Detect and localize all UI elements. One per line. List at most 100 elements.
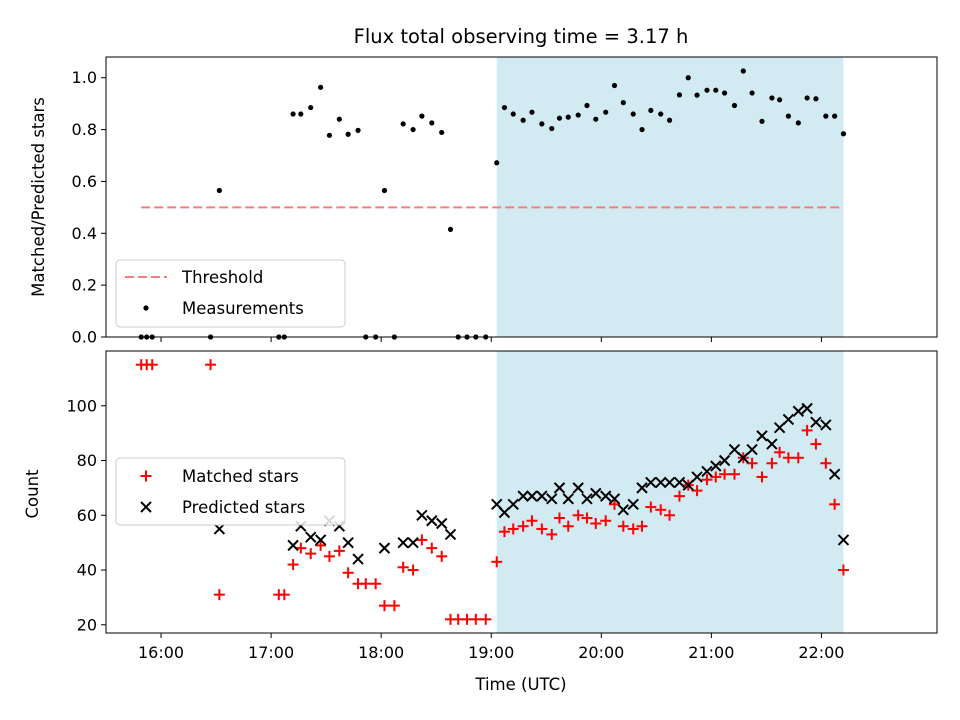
matched-star-marker — [645, 501, 657, 513]
matched-star-marker — [617, 520, 629, 532]
measurement-point — [298, 111, 304, 117]
measurement-point — [429, 120, 435, 126]
predicted-star-marker — [682, 479, 694, 491]
top-legend-frame — [115, 259, 346, 328]
x-tick-label: 18:00 — [358, 643, 404, 662]
predicted-star-marker — [507, 498, 519, 511]
predicted-star-marker — [444, 528, 457, 541]
matched-star-marker — [756, 471, 768, 483]
measurement-point — [494, 160, 500, 166]
top-y-tick-label: 1.0 — [72, 68, 97, 87]
bottom-axes-frame — [105, 350, 938, 634]
matched-star-marker — [305, 548, 317, 560]
predicted-star-marker — [407, 536, 419, 549]
measurement-point — [549, 125, 555, 132]
matched-star-marker — [397, 561, 409, 573]
predicted-star-marker — [378, 542, 391, 554]
measurement-point — [520, 117, 526, 123]
predicted-star-marker — [287, 539, 299, 552]
measurement-point — [840, 131, 847, 137]
measurement-point — [740, 68, 746, 74]
matched-star-marker — [774, 446, 786, 458]
predicted-star-marker — [737, 452, 749, 464]
measurement-point — [584, 102, 590, 109]
predicted-star-marker — [498, 506, 511, 519]
matched-star-marker — [546, 528, 558, 540]
measurement-point — [713, 87, 719, 93]
matched-star-marker — [315, 539, 327, 551]
matched-star-marker — [782, 452, 794, 464]
x-tick-label: 16:00 — [138, 643, 184, 662]
bottom-legend-frame — [115, 457, 346, 526]
matched-star-marker — [600, 515, 612, 527]
measurement-point — [769, 95, 775, 101]
matched-star-marker — [388, 600, 400, 612]
matched-star-marker — [333, 545, 345, 557]
x-axis-label: Time (UTC) — [474, 675, 566, 694]
x-tick-label: 21:00 — [688, 643, 734, 662]
matched-star-marker — [553, 512, 565, 524]
threshold-legend-label: Threshold — [181, 268, 263, 287]
matched-star-marker — [426, 542, 438, 554]
matched-star-marker — [517, 520, 529, 532]
predicted-star-marker — [701, 465, 713, 478]
predicted-star-marker — [617, 504, 630, 516]
measurement-point — [611, 82, 618, 89]
matched-star-marker — [792, 452, 804, 464]
measurement-point — [666, 117, 673, 123]
measurement-point — [694, 92, 700, 98]
predicted-star-marker — [213, 523, 226, 535]
predicted-star-marker — [546, 493, 558, 505]
predicted-star-marker — [773, 421, 786, 434]
matched-star-marker — [146, 359, 158, 371]
predicted-star-marker — [305, 531, 317, 543]
predicted-star-marker — [782, 413, 795, 426]
matched-star-marker — [655, 504, 667, 516]
predicted-star-marker — [718, 454, 731, 467]
predicted-star-marker — [553, 482, 566, 494]
bottom-y-tick-label: 80 — [77, 451, 97, 470]
matched-star-marker — [609, 498, 621, 510]
top-y-tick-label: 0.4 — [72, 224, 97, 243]
matched-star-marker — [470, 613, 482, 625]
measurement-point — [510, 111, 516, 117]
top-axes-frame — [105, 56, 938, 338]
bottom-panel: 20 40 60 80 100 16:00 17:00 18:00 19:00 20:00 21:0… — [66, 350, 938, 662]
x-tick-label: 22:00 — [798, 643, 844, 662]
measurement-point — [795, 120, 801, 126]
matched-star-marker — [801, 424, 813, 436]
predicted-star-marker — [314, 534, 327, 546]
matched-star-marker — [701, 474, 713, 486]
measurement-point — [813, 96, 819, 102]
predicted-star-marker — [536, 490, 548, 502]
measurement-point — [501, 104, 508, 111]
measurement-point — [593, 116, 599, 122]
matched-star-marker — [562, 520, 574, 532]
bottom-legend: Matched stars Predicted stars — [115, 457, 346, 526]
matched-star-marker — [572, 509, 584, 521]
measurement-point — [823, 113, 829, 119]
matched-star-marker — [664, 509, 676, 521]
predicted-star-marker — [645, 476, 657, 489]
measurement-point — [355, 127, 361, 133]
measurement-point — [556, 115, 563, 121]
matched-star-marker — [627, 523, 639, 535]
predicted-star-marker — [416, 509, 428, 521]
measurement-point — [759, 118, 765, 124]
top-highlight-region — [496, 57, 844, 337]
matched-star-marker — [590, 517, 602, 529]
top-legend: Threshold Measurements — [115, 259, 346, 328]
matched-star-marker — [416, 534, 428, 546]
measurement-point — [381, 187, 388, 194]
x-tick-label: 20:00 — [578, 643, 624, 662]
measurements-legend-label: Measurements — [182, 299, 304, 318]
predicted-star-marker — [608, 493, 621, 505]
predicted-star-marker — [691, 471, 703, 483]
predicted-star-marker — [627, 498, 639, 511]
measurement-point — [326, 132, 333, 138]
matched-star-marker — [370, 578, 382, 590]
measurement-point — [804, 95, 810, 101]
predicted-legend-label: Predicted stars — [182, 498, 305, 517]
predicted-star-marker — [766, 438, 778, 450]
